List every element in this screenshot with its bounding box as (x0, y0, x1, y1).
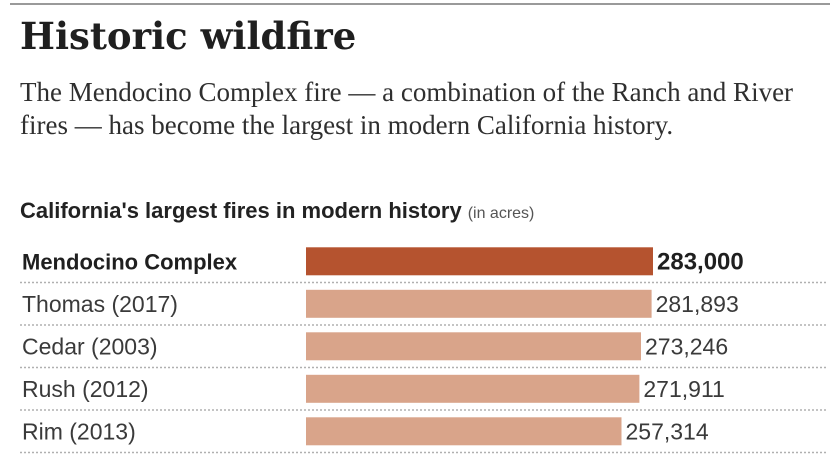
bar (306, 374, 640, 403)
category-label: Thomas (2017) (22, 291, 178, 317)
page-title: Historic wildfire (20, 14, 357, 58)
value-label: 257,314 (626, 418, 709, 444)
bar (306, 247, 653, 276)
chart-unit-note: (in acres) (467, 205, 535, 222)
chart-title: California's largest fires in modern his… (20, 198, 534, 224)
chart-title-text: California's largest fires in modern his… (20, 198, 462, 223)
bar (306, 417, 622, 446)
category-label: Rush (2012) (22, 376, 149, 402)
bar (306, 289, 652, 318)
value-label: 273,246 (645, 333, 728, 359)
bar (306, 332, 641, 361)
category-label: Cedar (2003) (22, 333, 158, 359)
chart-description: The Mendocino Complex fire — a combinati… (20, 77, 794, 140)
category-label: Rim (2013) (22, 418, 136, 444)
value-label: 281,893 (656, 291, 739, 317)
value-label: 283,000 (657, 248, 744, 275)
value-label: 271,911 (643, 376, 724, 402)
top-rule (10, 3, 830, 5)
category-label: Mendocino Complex (22, 249, 238, 274)
